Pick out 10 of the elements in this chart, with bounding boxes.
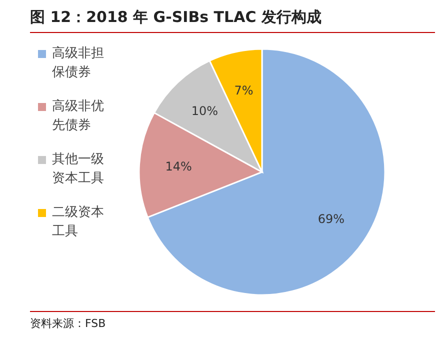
data-label: 14% (165, 160, 192, 174)
legend-label: 高级非优先债券 (52, 98, 105, 135)
chart-title: 图 12：2018 年 G-SIBs TLAC 发行构成 (30, 8, 322, 27)
legend-label: 其他一级资本工具 (52, 151, 105, 188)
data-label: 10% (191, 104, 218, 118)
data-label: 7% (234, 83, 254, 98)
data-label: 69% (318, 212, 345, 226)
legend-label: 高级非担保债券 (52, 45, 105, 82)
text: 资料来源：FSB (30, 316, 106, 331)
legend-label: 二级资本工具 (52, 204, 105, 241)
